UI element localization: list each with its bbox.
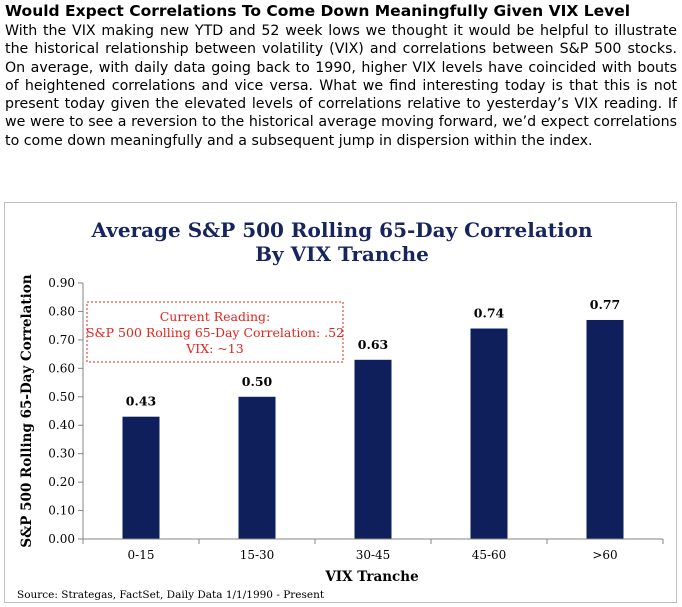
chart-title-line2: By VIX Tranche [255, 242, 429, 266]
bar [238, 396, 276, 539]
headline: Would Expect Correlations To Come Down M… [5, 2, 631, 20]
bar [354, 359, 392, 539]
y-axis-label: S&P 500 Rolling 65-Day Correlation [19, 274, 35, 547]
data-label: 0.43 [126, 394, 156, 409]
data-label: 0.74 [474, 306, 505, 321]
x-tick-label: 15-30 [240, 548, 275, 562]
y-tick-label: 0.00 [48, 532, 75, 546]
y-tick-label: 0.70 [48, 333, 75, 347]
x-tick-label: 30-45 [356, 548, 391, 562]
x-tick-label: 0-15 [128, 548, 155, 562]
bars-group: 0.43 0.50 0.63 0.74 0.77 [122, 297, 624, 539]
bar [470, 328, 508, 539]
y-axis: 0.00 0.10 0.20 0.30 0.40 0.50 0.60 0.70 0.80 0.90 [48, 276, 84, 546]
x-tick-label: >60 [592, 548, 617, 562]
y-tick-label: 0.50 [48, 390, 75, 404]
source-note: Source: Strategas, FactSet, Daily Data 1… [17, 589, 325, 601]
intro-paragraph: With the VIX making new YTD and 52 week … [5, 23, 677, 149]
y-tick-label: 0.80 [48, 304, 75, 318]
bar-chart: Average S&P 500 Rolling 65-Day Correlati… [17, 218, 664, 601]
annotation-line1: Current Reading: [160, 309, 271, 324]
y-tick-label: 0.10 [48, 504, 75, 518]
y-tick-label: 0.40 [48, 418, 75, 432]
y-tick-label: 0.30 [48, 447, 75, 461]
y-tick-label: 0.60 [48, 361, 75, 375]
y-tick-label: 0.20 [48, 475, 75, 489]
chart-panel: Average S&P 500 Rolling 65-Day Correlati… [4, 202, 677, 603]
annotation-box [86, 301, 344, 363]
data-label: 0.50 [242, 374, 273, 389]
bar [586, 319, 624, 539]
x-tick-label: 45-60 [472, 548, 507, 562]
annotation-line2: S&P 500 Rolling 65-Day Correlation: .52 [86, 325, 344, 340]
current-reading-annotation: Current Reading: S&P 500 Rolling 65-Day … [86, 301, 344, 363]
x-axis: 0-15 15-30 30-45 45-60 >60 [82, 538, 664, 562]
bar [122, 416, 160, 539]
data-label: 0.63 [358, 337, 388, 352]
x-axis-label: VIX Tranche [324, 569, 418, 585]
y-tick-label: 0.90 [48, 276, 75, 290]
chart-title-line1: Average S&P 500 Rolling 65-Day Correlati… [90, 218, 592, 242]
annotation-line3: VIX: ~13 [185, 341, 243, 356]
data-label: 0.77 [590, 297, 620, 312]
